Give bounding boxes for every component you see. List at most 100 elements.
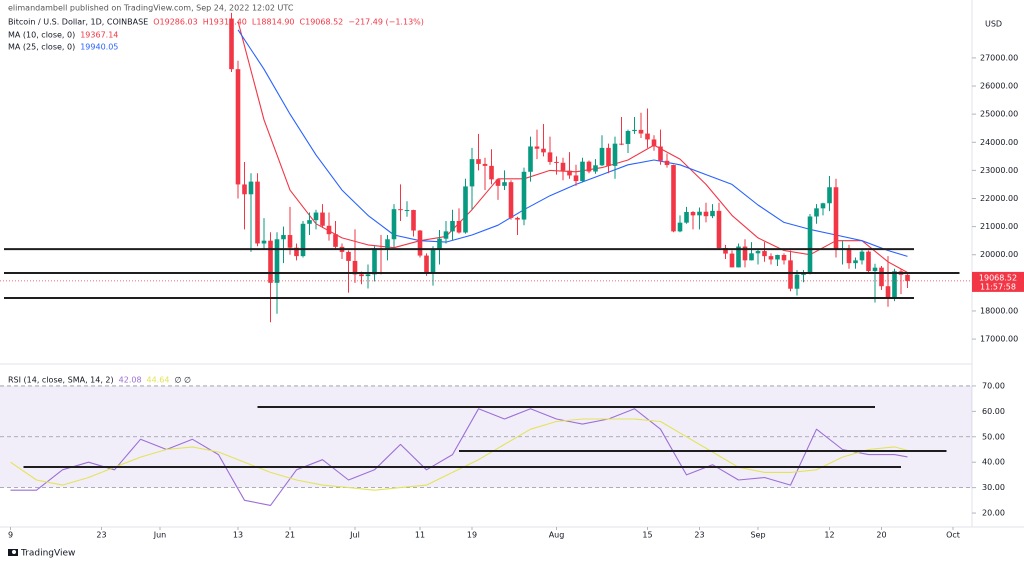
candle-body [229,18,234,70]
last-price-box [972,271,1024,292]
candle-body [385,239,390,250]
y-tick-label: 20000.00 [980,250,1018,259]
candle-body [775,255,780,260]
candle-body [716,210,722,248]
candle-body [599,147,605,166]
candle-body [833,187,839,250]
y-tick-label: 70.00 [982,381,1005,390]
candle-body [749,253,754,261]
candle-body [300,223,306,257]
candle-body [736,246,741,268]
x-tick-label: Sep [750,531,765,540]
candle-body [606,147,611,166]
y-tick-label: 50.00 [982,432,1005,441]
y-tick-label: 17000.00 [980,335,1018,344]
overlay: Bitcoin / U.S. Dollar, 1D, COINBASE O1928… [8,18,424,385]
candle-body [261,240,267,244]
candle-body [768,256,774,260]
candle-body [365,274,371,277]
candle-body [281,235,286,240]
y-tick-label: 22000.00 [980,194,1018,203]
candle-body [710,210,715,217]
candle-body [580,161,585,182]
candle-body [703,211,709,217]
legend-name: MA (10, close, 0) [8,31,75,40]
candle-body [450,220,455,232]
candle-body [456,220,462,233]
candle-body [762,251,767,257]
candle-body [807,216,813,274]
candle-body [313,212,319,221]
last-price: 19068.52 [979,273,1017,282]
rsi-title: RSI (14, close, SMA, 14, 2) [8,376,114,385]
legend-value: 19367.14 [80,31,118,40]
candle-body [417,230,423,256]
candle-body [398,209,403,211]
candle-body [242,184,247,195]
ohlc-value: L18814.90 [252,18,295,27]
attribution: elimandambell published on TradingView.c… [8,4,294,13]
candle-body [885,286,891,298]
candle-body [697,211,702,216]
x-tick-label: Oct [946,531,960,540]
candle-body [411,210,416,231]
candle-body [469,159,475,187]
x-tick-label: Jun [153,531,167,540]
candle-body [495,179,501,186]
candle-body [801,273,806,275]
candle-body [359,274,364,277]
candle-body [248,181,254,195]
candle-body [391,209,397,240]
candle-body [307,220,312,224]
candle-body [755,251,761,254]
candle-body [820,203,826,209]
candle-body [853,260,858,264]
x-tick-label: 23 [694,531,704,540]
candle-body [235,69,241,185]
candle-body [859,251,865,261]
candle-body [742,246,748,261]
candle-body [463,186,468,233]
candle-body [515,217,520,220]
candle-body [482,163,488,166]
x-tick-label: 15 [642,531,652,540]
currency: USD [985,20,1002,29]
candle-body [645,133,650,140]
candle-body [528,146,533,172]
candle-body [534,146,540,149]
candle-body [567,170,572,176]
countdown: 11:57:58 [980,282,1016,291]
candle-body [794,274,800,289]
legend-value: 44.64 [147,376,170,385]
candle-body [476,159,481,164]
y-tick-label: 20.00 [982,509,1005,518]
legend-name: MA (25, close, 0) [8,43,75,52]
y-tick-label: 40.00 [982,458,1005,467]
candle-body [892,271,897,298]
candle-body [508,182,514,218]
candle-body [346,251,351,261]
candle-body [268,240,273,283]
candle-body [333,234,338,247]
candle-body [619,143,624,145]
y-tick-label: 30.00 [982,483,1005,492]
candle-body [729,253,735,268]
candle-body [573,175,579,182]
candle-body [846,248,852,264]
candle-body [320,212,325,226]
candle-body [294,247,299,257]
candle-body [255,181,260,244]
candle-body [788,260,793,289]
x-tick-label: 21 [285,531,295,540]
y-tick-label: 60.00 [982,407,1005,416]
rsi-pane [0,385,972,506]
rsi-extra: ∅ ∅ [174,376,191,385]
candle-body [489,165,494,180]
candle-body [274,239,280,283]
candle-body [658,146,663,161]
candle-body [612,143,618,166]
y-tick-label: 24000.00 [980,138,1018,147]
footer-logo [8,549,18,556]
